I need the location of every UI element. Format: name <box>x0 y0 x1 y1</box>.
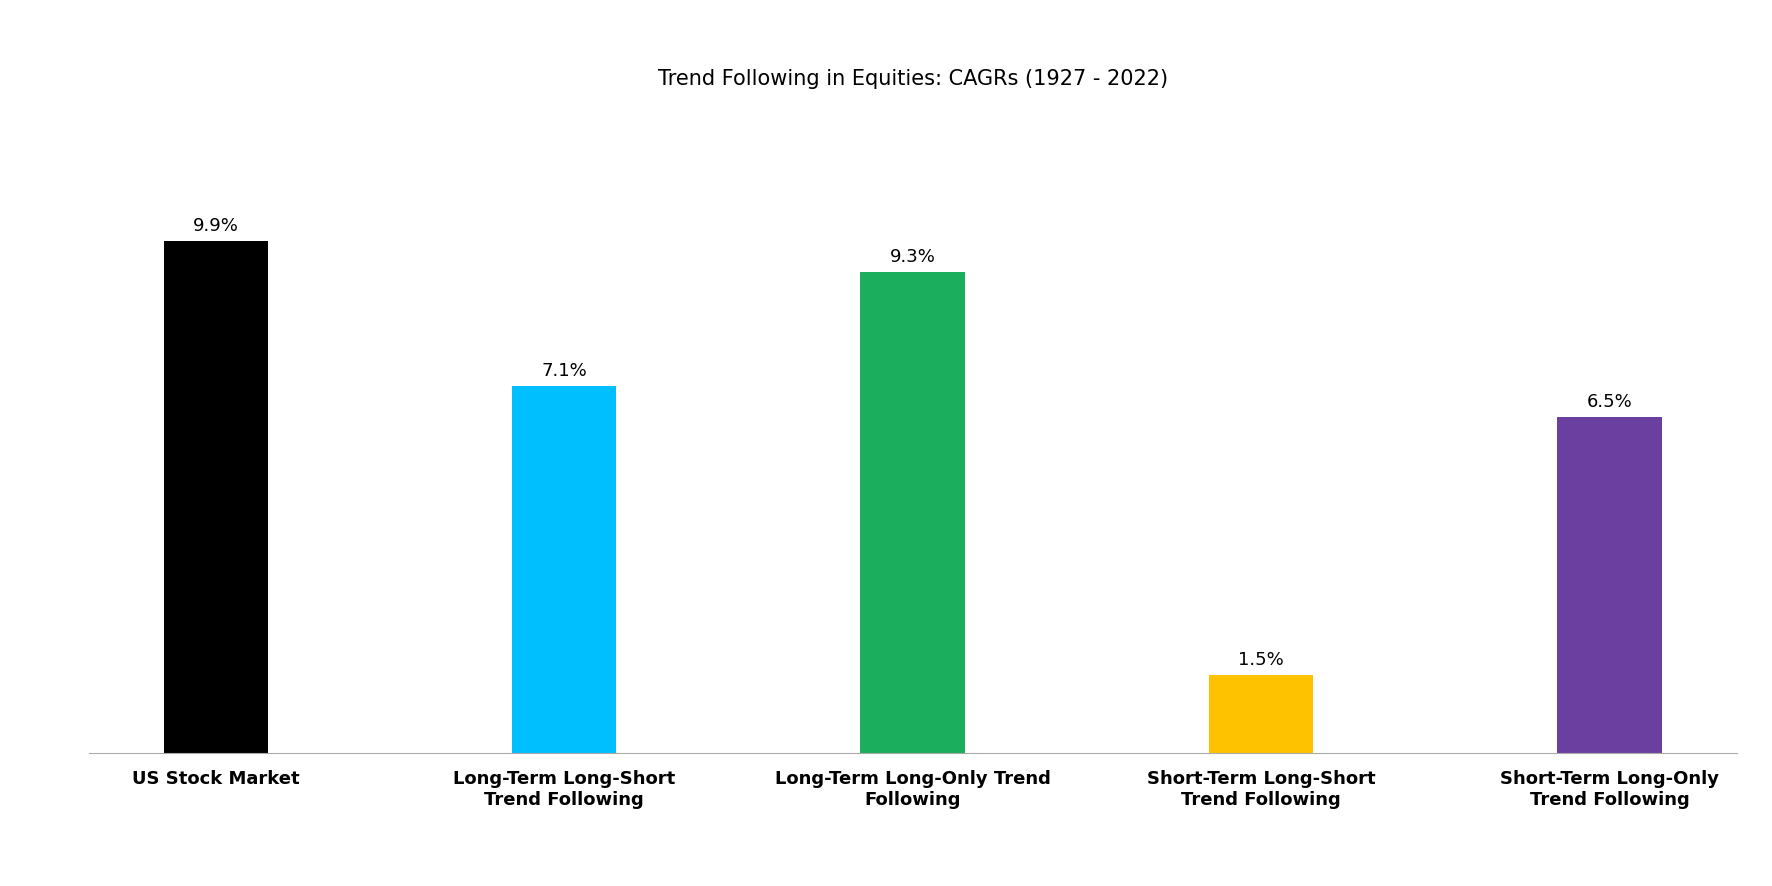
Title: Trend Following in Equities: CAGRs (1927 - 2022): Trend Following in Equities: CAGRs (1927… <box>657 69 1168 89</box>
Text: 6.5%: 6.5% <box>1586 392 1632 410</box>
Bar <box>163 241 268 753</box>
Bar <box>1209 675 1313 753</box>
Bar <box>512 385 617 753</box>
Bar <box>861 272 964 753</box>
Text: 1.5%: 1.5% <box>1239 651 1285 669</box>
Text: 7.1%: 7.1% <box>540 361 587 379</box>
Text: 9.3%: 9.3% <box>890 248 936 266</box>
Bar <box>1558 416 1662 753</box>
Text: 9.9%: 9.9% <box>193 217 239 235</box>
